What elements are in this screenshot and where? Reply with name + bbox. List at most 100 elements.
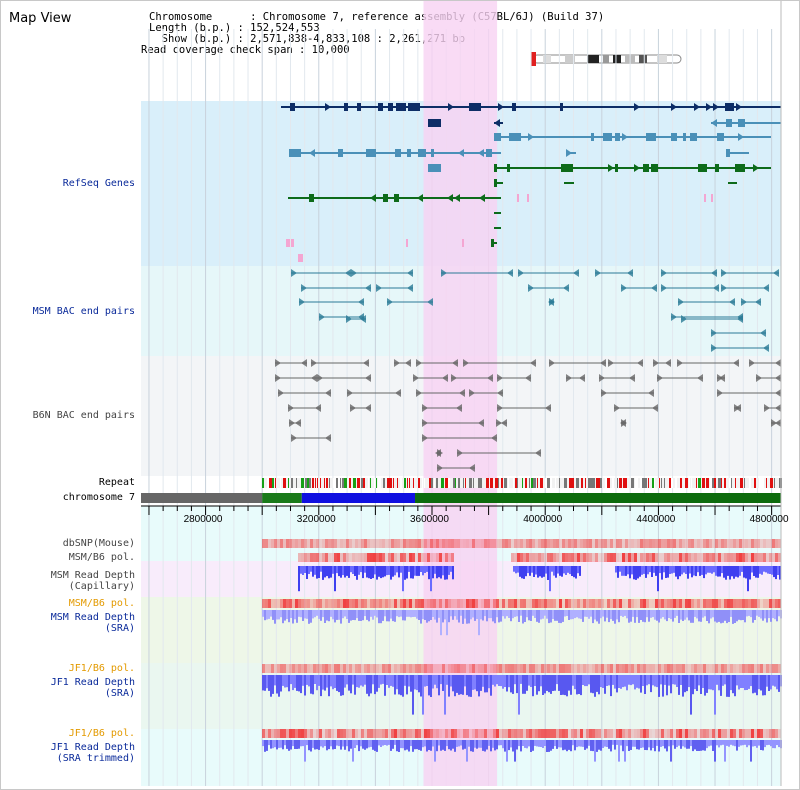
heat-cell: [691, 599, 694, 608]
depth-bar: [730, 740, 732, 745]
depth-bar: [480, 740, 482, 748]
heat-cell: [346, 664, 349, 673]
depth-bar: [543, 566, 545, 577]
heat-cell: [682, 729, 685, 738]
depth-bar: [422, 566, 424, 576]
repeat-element: [424, 478, 425, 488]
heat-cell: [706, 539, 709, 548]
heat-cell: [376, 539, 379, 548]
depth-bar: [298, 610, 300, 617]
depth-bar: [734, 675, 736, 697]
repeat-element: [626, 478, 627, 488]
heat-cell: [685, 539, 688, 548]
depth-bar: [384, 740, 386, 745]
track-label-jf1-depth-sra[interactable]: JF1 Read Depth (SRA): [50, 677, 135, 699]
heat-cell: [739, 664, 742, 673]
heat-cell: [616, 553, 619, 562]
depth-bar: [298, 740, 300, 749]
heat-cell: [760, 664, 763, 673]
heat-cell: [682, 553, 685, 562]
heat-cell: [649, 599, 652, 608]
depth-bar: [370, 675, 372, 694]
depth-bar: [330, 675, 332, 687]
heat-cell: [340, 664, 343, 673]
depth-bar: [500, 740, 502, 746]
depth-bar: [376, 610, 378, 618]
track-label-msm-pol-2[interactable]: MSM/B6 pol.: [68, 598, 135, 609]
repeat-element: [513, 478, 514, 488]
gene-mark: [406, 239, 408, 247]
depth-bar: [758, 675, 760, 690]
track-label-chromosome[interactable]: chromosome 7: [62, 492, 135, 503]
depth-bar: [490, 610, 492, 619]
depth-bar: [346, 675, 348, 685]
heat-cell: [475, 729, 478, 738]
track-label-jf1-pol-1[interactable]: JF1/B6 pol.: [68, 663, 135, 674]
depth-bar: [696, 740, 698, 751]
depth-bar: [756, 675, 758, 696]
depth-bar: [678, 610, 680, 623]
heat-cell: [406, 599, 409, 608]
axis-tick-label: 4800000: [749, 514, 789, 525]
depth-bar: [658, 675, 660, 697]
repeat-element: [585, 478, 586, 488]
bac-end: [620, 419, 626, 427]
depth-bar: [776, 740, 778, 746]
heat-cell: [523, 553, 526, 562]
heat-cell: [667, 664, 670, 673]
depth-bar: [422, 675, 424, 715]
track-label-msm-bac[interactable]: MSM BAC end pairs: [32, 306, 135, 317]
depth-bar: [664, 740, 666, 749]
depth-bar: [720, 675, 722, 696]
repeat-element: [581, 478, 583, 488]
depth-bar: [750, 740, 752, 762]
heat-cell: [331, 599, 334, 608]
track-label-msm-pol-1[interactable]: MSM/B6 pol.: [68, 552, 135, 563]
repeat-element: [344, 478, 347, 488]
depth-bar: [644, 740, 646, 750]
depth-bar: [352, 610, 354, 620]
heat-cell: [565, 664, 568, 673]
track-label-repeat[interactable]: Repeat: [98, 477, 135, 488]
heat-cell: [745, 539, 748, 548]
depth-bar: [316, 675, 318, 691]
depth-bar: [769, 566, 771, 574]
track-label-refseq-genes[interactable]: RefSeq Genes: [62, 178, 135, 189]
depth-bar: [466, 740, 468, 762]
track-label-msm-depth-sra[interactable]: MSM Read Depth (SRA): [50, 612, 135, 634]
repeat-element: [696, 478, 697, 488]
depth-bar: [386, 675, 388, 685]
heat-cell: [718, 729, 721, 738]
depth-bar: [454, 675, 456, 697]
heat-cell: [394, 599, 397, 608]
heat-cell: [382, 553, 385, 562]
depth-bar: [631, 566, 633, 575]
bac-end: [627, 269, 633, 277]
track-label-b6n-bac[interactable]: B6N BAC end pairs: [32, 410, 135, 421]
depth-bar: [350, 566, 352, 573]
heat-cell: [673, 599, 676, 608]
depth-bar: [320, 566, 322, 572]
track-label-jf1-depth-trimmed[interactable]: JF1 Read Depth (SRA trimmed): [50, 742, 135, 764]
heat-cell: [337, 539, 340, 548]
depth-bar: [472, 740, 474, 752]
gene-exon: [428, 119, 441, 127]
depth-bar: [671, 566, 673, 574]
repeat-element: [545, 478, 547, 488]
heat-cell: [424, 599, 427, 608]
depth-bar: [757, 566, 759, 578]
heat-cell: [466, 664, 469, 673]
heat-cell: [700, 599, 703, 608]
heat-cell: [268, 599, 271, 608]
heat-cell: [604, 599, 607, 608]
track-label-jf1-pol-2[interactable]: JF1/B6 pol.: [68, 728, 135, 739]
track-label-msm-depth-capillary[interactable]: MSM Read Depth (Capillary): [50, 570, 135, 592]
heat-cell: [463, 599, 466, 608]
depth-bar: [540, 675, 542, 687]
heat-cell: [631, 553, 634, 562]
heat-cell: [457, 664, 460, 673]
track-label-dbsnp[interactable]: dbSNP(Mouse): [62, 538, 135, 549]
depth-bar: [628, 675, 630, 685]
depth-bar: [743, 566, 745, 578]
